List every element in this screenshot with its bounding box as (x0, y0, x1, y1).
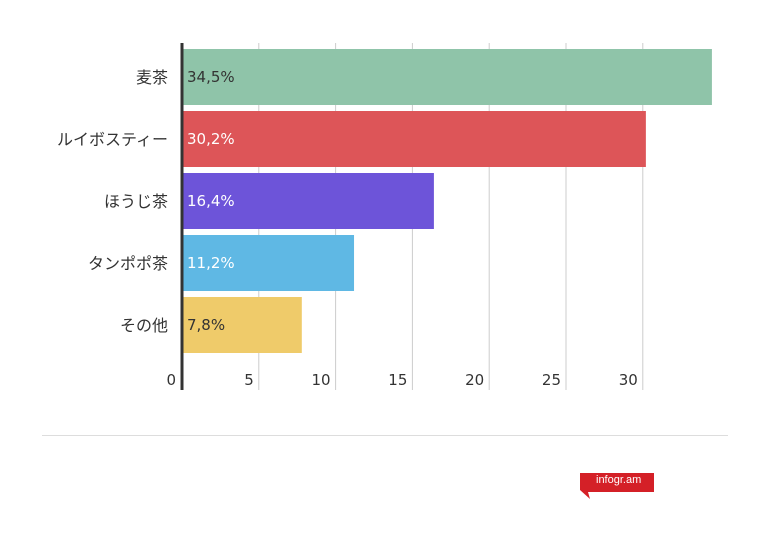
category-label: タンポポ茶 (88, 254, 168, 273)
bar (182, 235, 355, 291)
bar-value-label: 11,2% (187, 254, 235, 272)
category-label: ルイボスティー (57, 130, 168, 149)
logo-text: infogr.am (596, 474, 642, 486)
bar (182, 173, 434, 229)
logo-badge-icon (580, 473, 654, 499)
x-tick-label: 5 (244, 371, 254, 389)
bar (182, 49, 712, 105)
x-tick-label: 25 (542, 371, 561, 389)
bar-chart: 34,5% 麦茶 30,2% ルイボスティー 16,4% ほうじ茶 11,2% タンポポ茶 7,… (57, 43, 712, 390)
x-tick-label: 10 (312, 371, 331, 389)
x-tick-label: 30 (619, 371, 638, 389)
footer-divider (42, 435, 728, 436)
category-label: 麦茶 (136, 68, 168, 87)
bar-value-label: 7,8% (187, 316, 225, 334)
category-label: ほうじ茶 (104, 192, 168, 211)
bar-value-label: 34,5% (187, 68, 235, 86)
x-tick-label: 0 (166, 371, 176, 389)
bar (182, 111, 646, 167)
category-label: その他 (120, 316, 168, 335)
x-tick-label: 15 (388, 371, 407, 389)
infogram-logo[interactable]: infogr.am (574, 470, 658, 500)
x-tick-label: 20 (465, 371, 484, 389)
bar (182, 297, 302, 353)
bar-value-label: 30,2% (187, 130, 235, 148)
bar-value-label: 16,4% (187, 192, 235, 210)
